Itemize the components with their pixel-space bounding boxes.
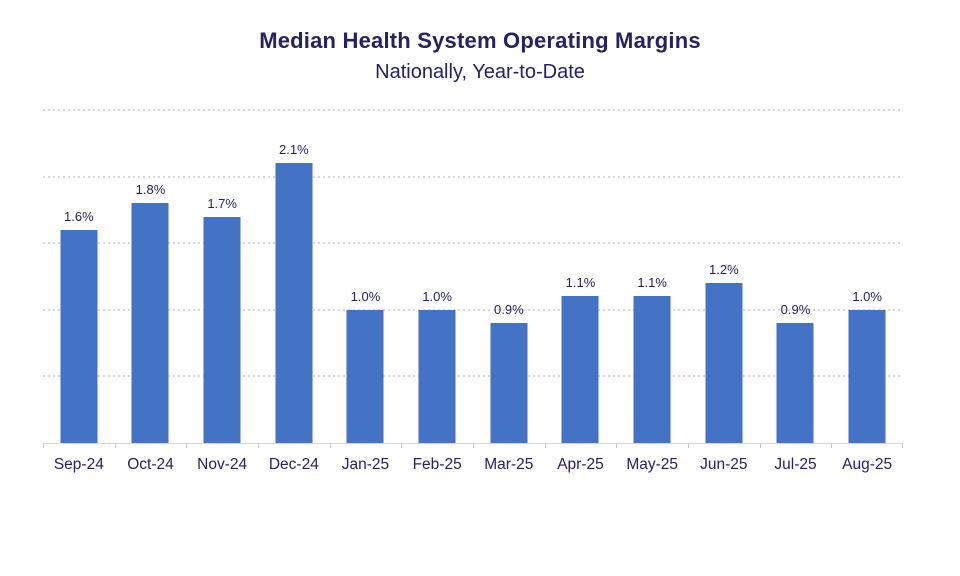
bar-Oct-24 xyxy=(131,203,169,443)
x-axis-label-Apr-25: Apr-25 xyxy=(557,456,604,473)
gridline-1.5 xyxy=(43,242,903,245)
value-label-Mar-25: 0.9% xyxy=(494,302,524,318)
x-axis-label-Mar-25: Mar-25 xyxy=(484,456,534,473)
x-axis-tick xyxy=(544,443,546,448)
x-axis-tick xyxy=(902,443,903,448)
value-label-Dec-24: 2.1% xyxy=(279,142,309,158)
value-label-Jan-25: 1.0% xyxy=(350,288,381,304)
bar-cell-Jun-25: 1.2% Jun-25 xyxy=(688,110,760,473)
x-axis-tick xyxy=(688,443,689,448)
gridline-2 xyxy=(43,175,903,178)
gridline-0.5 xyxy=(43,375,903,378)
value-label-Aug-25: 1.0% xyxy=(852,288,882,304)
gridline-2.5 xyxy=(43,109,903,111)
bar-Apr-25 xyxy=(561,296,599,443)
x-axis-tick xyxy=(329,443,331,448)
chart-title: Median Health System Operating Margins xyxy=(259,28,701,53)
x-axis-tick xyxy=(616,443,618,448)
x-axis-tick xyxy=(759,443,761,448)
bar-cell-Feb-25: 1.0% Feb-25 xyxy=(401,110,473,473)
x-axis-label-May-25: May-25 xyxy=(626,456,678,473)
value-label-Feb-25: 1.0% xyxy=(422,288,452,304)
x-axis-tick xyxy=(186,443,188,448)
value-label-Jul-25: 0.9% xyxy=(780,302,811,318)
x-axis-label-Feb-25: Feb-25 xyxy=(412,456,462,473)
x-axis-label-Sep-24: Sep-24 xyxy=(53,456,104,473)
value-label-Jun-25: 1.2% xyxy=(709,262,739,278)
value-label-Nov-24: 1.7% xyxy=(207,195,237,211)
bar-cell-Dec-24: 2.1% Dec-24 xyxy=(258,110,330,473)
x-axis-tick xyxy=(401,443,403,448)
bar-cell-Apr-25: 1.1% Apr-25 xyxy=(545,110,617,473)
bar-Dec-24 xyxy=(275,163,313,443)
bar-Jul-25 xyxy=(776,323,814,443)
bar-May-25 xyxy=(633,296,671,443)
bar-Mar-25 xyxy=(490,323,528,443)
x-axis-label-Nov-24: Nov-24 xyxy=(197,456,248,473)
x-axis-label-Jun-25: Jun-25 xyxy=(700,456,748,473)
bar-Jan-25 xyxy=(346,309,384,443)
x-axis-label-Oct-24: Oct-24 xyxy=(127,456,174,473)
x-axis-tick xyxy=(258,443,259,448)
x-axis-label-Jan-25: Jan-25 xyxy=(341,456,390,473)
bar-Sep-24 xyxy=(60,229,98,443)
bar-cell-May-25: 1.1% May-25 xyxy=(616,110,688,473)
x-axis-label-Dec-24: Dec-24 xyxy=(268,456,319,473)
bar-Nov-24 xyxy=(203,216,241,443)
bar-cell-Jan-25: 1.0% Jan-25 xyxy=(330,110,402,473)
bar-cell-Aug-25: 1.0% Aug-25 xyxy=(831,110,903,473)
bar-cell-Oct-24: 1.8% Oct-24 xyxy=(115,110,187,473)
x-axis-tick xyxy=(43,443,44,448)
x-axis-label-Jul-25: Jul-25 xyxy=(774,456,817,473)
value-label-May-25: 1.1% xyxy=(637,275,667,291)
bar-cell-Sep-24: 1.6% Sep-24 xyxy=(43,110,115,473)
bar-Feb-25 xyxy=(418,309,456,443)
x-axis-tick xyxy=(473,443,474,448)
x-axis-tick xyxy=(831,443,833,448)
gridline-1 xyxy=(43,308,903,311)
value-label-Oct-24: 1.8% xyxy=(135,182,166,198)
bar-Aug-25 xyxy=(848,309,886,443)
x-axis-tick xyxy=(114,443,116,448)
bar-cell-Nov-24: 1.7% Nov-24 xyxy=(186,110,258,473)
value-label-Sep-24: 1.6% xyxy=(64,208,94,224)
bar-cell-Mar-25: 0.9% Mar-25 xyxy=(473,110,545,473)
plot-area: 1.6% Sep-24 1.8% Oct-24 1.7% Nov-24 2.1% Dec-24… xyxy=(43,109,903,473)
value-label-Apr-25: 1.1% xyxy=(565,275,596,291)
x-axis-label-Aug-25: Aug-25 xyxy=(842,456,893,473)
bar-Jun-25 xyxy=(705,283,743,443)
chart-subtitle: Nationally, Year-to-Date xyxy=(375,61,585,83)
bar-cell-Jul-25: 0.9% Jul-25 xyxy=(760,110,832,473)
